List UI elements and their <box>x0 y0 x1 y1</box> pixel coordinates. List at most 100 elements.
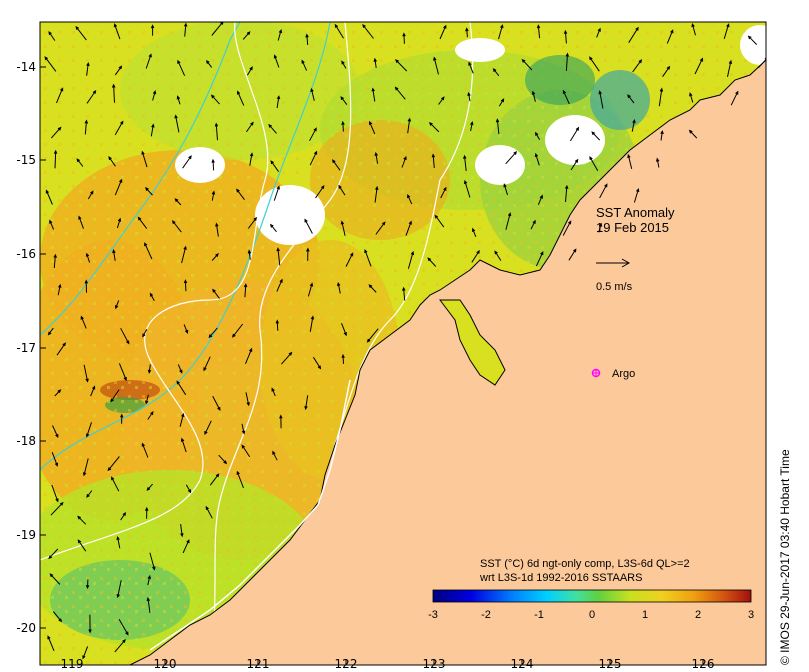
latitude-axis: -14 -15 -16 -17 -18 -19 -20 <box>16 60 46 635</box>
current-vector <box>82 646 89 660</box>
current-vector <box>371 87 376 102</box>
current-vector <box>152 90 157 101</box>
lon-tick-label: 125 <box>599 657 622 671</box>
current-vector <box>120 413 124 424</box>
current-vector <box>111 476 120 492</box>
current-vector <box>463 179 471 198</box>
current-vector <box>599 183 608 199</box>
current-vector <box>47 635 55 651</box>
current-vector <box>301 59 308 71</box>
current-vector <box>57 283 62 296</box>
current-vector <box>56 87 64 104</box>
current-vector <box>147 364 152 374</box>
current-vector <box>182 539 190 554</box>
current-vector <box>236 470 244 489</box>
current-vector <box>113 23 121 40</box>
current-vector <box>633 187 640 203</box>
current-vector <box>589 155 599 172</box>
current-vector <box>273 185 280 201</box>
current-vector <box>52 425 59 439</box>
current-vector <box>562 220 572 236</box>
current-vector <box>211 158 215 171</box>
current-vector <box>86 422 92 438</box>
current-vector <box>50 501 64 516</box>
colorbar-title-1: SST (°C) 6d ngt-only comp, L3S-6d QL>=2 <box>480 558 690 570</box>
current-vector <box>116 580 122 599</box>
current-vector <box>243 283 248 298</box>
lat-tick-label: -20 <box>16 621 36 635</box>
current-vector <box>85 579 90 590</box>
current-vector <box>215 222 219 237</box>
current-vector <box>185 484 192 494</box>
current-vector <box>180 437 187 453</box>
current-vector <box>116 535 121 549</box>
current-vector <box>568 248 577 261</box>
lon-tick-label: 119 <box>61 657 84 671</box>
bathymetry-contours <box>40 22 474 661</box>
current-vector <box>180 524 184 538</box>
current-vector <box>505 212 512 230</box>
current-vector <box>304 218 313 234</box>
current-vector <box>86 490 93 498</box>
current-vector <box>565 52 570 71</box>
current-vector <box>177 364 183 374</box>
current-vector <box>118 363 127 382</box>
plot-area <box>40 22 766 665</box>
current-vector <box>246 66 253 76</box>
colorbar-title-2: wrt L3S-1d 1992-2016 SSTAARS <box>479 572 642 584</box>
current-vector <box>241 444 251 458</box>
current-vector <box>628 26 639 43</box>
argo-marker <box>591 368 601 378</box>
current-vector <box>83 364 89 383</box>
current-vector <box>112 249 116 261</box>
current-vector <box>537 194 543 205</box>
current-vector <box>145 187 153 196</box>
colorbar <box>432 589 752 603</box>
current-vector <box>241 423 246 435</box>
current-vector <box>48 548 59 560</box>
current-vector <box>498 24 504 40</box>
current-vector <box>183 279 188 292</box>
current-vector <box>52 611 63 623</box>
lon-tick-label: 124 <box>511 657 534 671</box>
current-vector <box>174 114 180 133</box>
current-vector <box>281 351 293 365</box>
current-vectors <box>44 22 766 660</box>
current-vector <box>245 121 254 133</box>
current-vector <box>531 90 536 102</box>
current-vector <box>144 506 149 519</box>
current-vector <box>218 454 228 465</box>
current-vector <box>245 392 250 407</box>
colorbar-tick-label: 2 <box>695 609 701 621</box>
current-vector <box>471 249 480 263</box>
lon-tick-label: 122 <box>335 657 358 671</box>
current-vector <box>77 539 87 552</box>
current-vector <box>137 216 148 229</box>
current-vector <box>110 389 120 403</box>
current-vector <box>727 59 733 78</box>
current-vector <box>666 29 674 44</box>
current-vector <box>118 619 129 636</box>
current-vector <box>82 458 89 477</box>
colorbar-tick-label: 3 <box>748 609 754 621</box>
current-vector <box>564 184 569 203</box>
current-vector <box>84 279 89 293</box>
current-vector <box>691 22 696 36</box>
current-vector <box>214 122 219 141</box>
current-vector <box>204 420 212 436</box>
current-vector <box>172 220 182 233</box>
current-vector <box>427 257 437 267</box>
current-vector <box>364 249 372 267</box>
current-vector <box>394 86 406 100</box>
current-vector <box>535 131 541 140</box>
current-vector <box>275 319 280 331</box>
lon-tick-label: 123 <box>423 657 446 671</box>
current-vector <box>589 56 600 72</box>
current-vector <box>465 27 469 38</box>
current-vector <box>494 250 502 261</box>
current-vector <box>306 247 310 261</box>
lat-tick-label: -19 <box>16 528 36 542</box>
plot-frame <box>39 21 767 666</box>
current-vector <box>150 24 155 36</box>
